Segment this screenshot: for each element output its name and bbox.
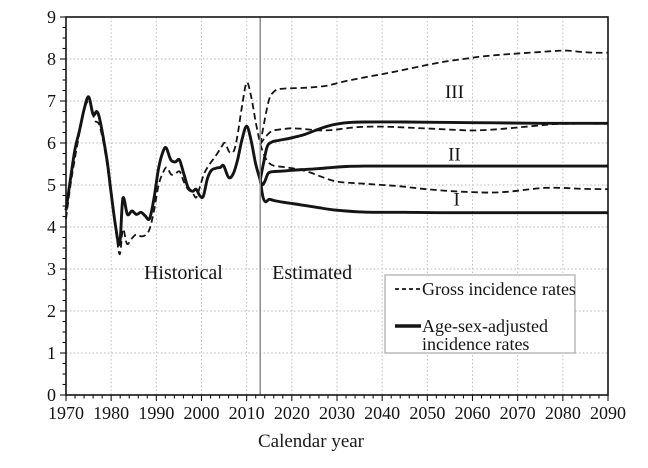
x-tick-label: 2020 bbox=[274, 403, 310, 423]
y-tick-label: 9 bbox=[47, 7, 56, 27]
y-tick-label: 0 bbox=[47, 385, 56, 405]
series-gross-historical bbox=[65, 81, 262, 256]
series-adjusted-scenario-III bbox=[258, 120, 608, 181]
region-label-estimated: Estimated bbox=[272, 262, 352, 284]
x-tick-label: 2040 bbox=[364, 403, 400, 423]
plot-border bbox=[65, 16, 609, 396]
y-tick-label: 7 bbox=[47, 91, 56, 111]
scenario-label-III: III bbox=[445, 82, 464, 103]
y-tick-label: 6 bbox=[47, 133, 56, 153]
y-tick-label: 1 bbox=[47, 343, 56, 363]
x-tick-label: 2010 bbox=[229, 403, 265, 423]
series-adjusted-historical bbox=[64, 95, 262, 247]
series-gross-scenario-I bbox=[259, 143, 609, 194]
region-label-historical: Historical bbox=[144, 262, 223, 284]
x-tick-label: 2070 bbox=[500, 403, 536, 423]
series-adjusted-scenario-II bbox=[258, 164, 608, 187]
y-tick-label: 3 bbox=[47, 259, 56, 279]
scenario-label-I: I bbox=[454, 190, 460, 211]
x-tick-label: 1980 bbox=[93, 403, 129, 423]
scenario-label-II: II bbox=[448, 144, 461, 165]
y-tick-label: 4 bbox=[47, 217, 56, 237]
y-tick-label: 8 bbox=[47, 49, 56, 69]
x-tick-label: 1970 bbox=[48, 403, 84, 423]
x-axis-title: Calendar year bbox=[257, 431, 365, 452]
x-tick-label: 1990 bbox=[138, 403, 174, 423]
y-tick-label: 2 bbox=[47, 301, 56, 321]
x-tick-label: 2000 bbox=[184, 403, 220, 423]
legend: Gross incidence rates Age-sex-adjustedinc… bbox=[384, 274, 576, 354]
x-tick-label: 2060 bbox=[455, 403, 491, 423]
series-adjusted-scenario-I bbox=[258, 179, 608, 215]
series-gross-scenario-II bbox=[259, 122, 609, 145]
x-tick-label: 2030 bbox=[319, 403, 355, 423]
x-tick-label: 2080 bbox=[545, 403, 581, 423]
legend-label-1: Age-sex-adjusted bbox=[422, 316, 548, 336]
x-tick-label: 2050 bbox=[409, 403, 445, 423]
series-group bbox=[64, 49, 609, 256]
legend-box bbox=[384, 274, 576, 354]
y-tick-label: 5 bbox=[47, 175, 56, 195]
legend-label-1: incidence rates bbox=[422, 334, 529, 354]
x-tick-label: 2090 bbox=[590, 403, 626, 423]
tick-labels: 1970 1980 1990 2000 2010 2020 2030 2040 2050 2060… bbox=[47, 7, 626, 423]
legend-label-0: Gross incidence rates bbox=[422, 279, 576, 299]
